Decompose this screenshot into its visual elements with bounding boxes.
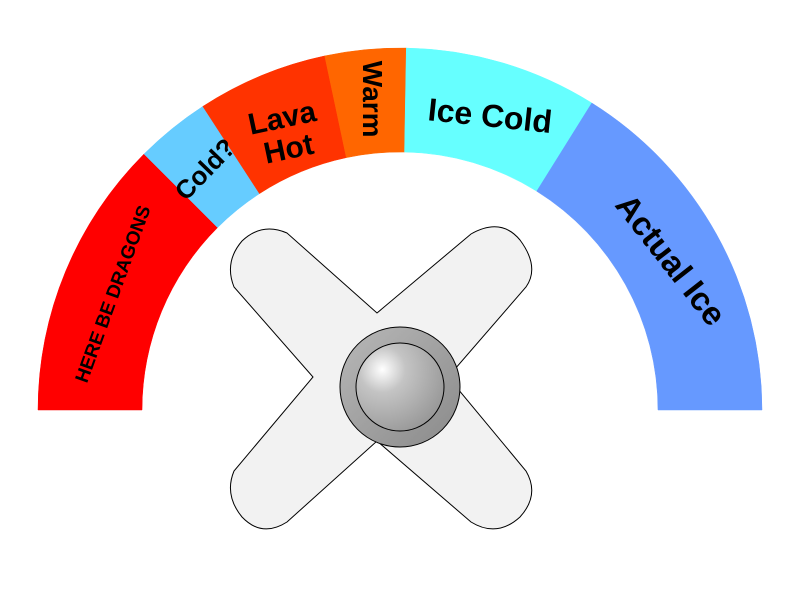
dial-arc <box>37 47 763 411</box>
dial-segment-label-line: Warm <box>357 61 388 138</box>
knob-hub[interactable] <box>355 342 445 432</box>
dial-segment-label: Warm <box>357 61 388 138</box>
knob[interactable] <box>229 226 533 530</box>
dial-segment <box>536 102 763 411</box>
